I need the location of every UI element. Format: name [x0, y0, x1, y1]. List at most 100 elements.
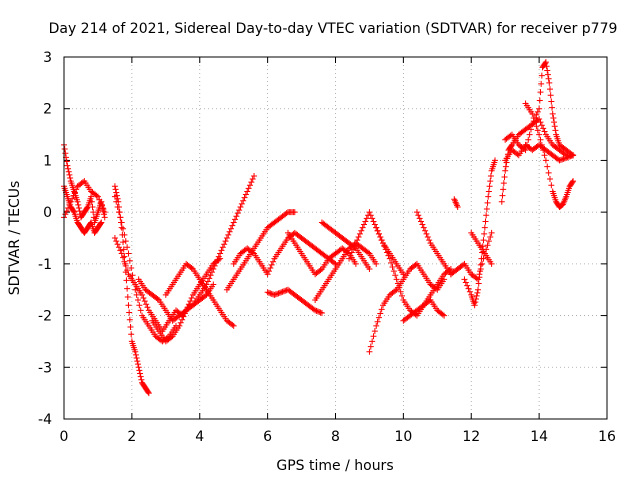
- data-point: [420, 224, 427, 231]
- data-point: [380, 240, 387, 247]
- data-point: [534, 108, 541, 115]
- data-point: [135, 364, 142, 371]
- data-point: [352, 260, 359, 267]
- data-point: [314, 308, 321, 315]
- data-point: [126, 316, 133, 323]
- data-point: [564, 154, 571, 161]
- data-point: [544, 163, 551, 170]
- data-point: [487, 233, 494, 240]
- data-point: [125, 250, 132, 257]
- data-point: [97, 220, 104, 227]
- data-point: [533, 111, 540, 118]
- data-point: [249, 249, 256, 256]
- x-tick-label: 12: [462, 429, 480, 445]
- data-point: [139, 291, 146, 298]
- data-point: [66, 201, 73, 208]
- x-tick-label: 14: [530, 429, 548, 445]
- data-point: [69, 195, 76, 202]
- data-point: [350, 246, 357, 253]
- data-point: [400, 271, 407, 278]
- data-point: [426, 298, 433, 305]
- data-point: [423, 230, 430, 237]
- data-point: [532, 119, 539, 126]
- data-point: [412, 261, 419, 268]
- data-point: [476, 274, 483, 281]
- grid-lines: [64, 57, 607, 419]
- data-point: [441, 276, 448, 283]
- data-point: [207, 272, 214, 279]
- data-point: [88, 193, 95, 200]
- data-point: [280, 288, 287, 295]
- data-point: [546, 86, 553, 93]
- data-point: [203, 281, 210, 288]
- data-point: [144, 304, 151, 311]
- data-point: [546, 176, 553, 183]
- data-point: [128, 331, 135, 338]
- data-point: [570, 178, 577, 185]
- data-point: [96, 196, 103, 203]
- y-tick-label: -4: [38, 412, 52, 428]
- data-point: [541, 152, 548, 159]
- data-point: [362, 218, 369, 225]
- data-point: [125, 302, 132, 309]
- data-point: [557, 156, 564, 163]
- data-point: [537, 89, 544, 96]
- data-point: [229, 321, 236, 328]
- data-point: [538, 80, 545, 87]
- data-point: [465, 285, 472, 292]
- data-point: [363, 215, 370, 222]
- data-point: [246, 182, 253, 189]
- data-point: [560, 155, 567, 162]
- data-point: [184, 304, 191, 311]
- data-point: [279, 288, 286, 295]
- data-point: [265, 289, 272, 296]
- series-sat-c: [61, 178, 108, 221]
- data-point: [127, 323, 134, 330]
- data-point: [485, 238, 492, 245]
- data-point: [373, 224, 380, 231]
- data-point: [460, 261, 467, 268]
- data-point: [120, 239, 127, 246]
- data-point: [547, 92, 554, 99]
- data-point: [478, 255, 485, 262]
- data-point: [529, 110, 536, 117]
- data-point: [87, 220, 94, 227]
- data-point: [312, 307, 319, 314]
- data-point: [112, 186, 119, 193]
- series-sat-v: [447, 229, 495, 283]
- data-point: [145, 389, 152, 396]
- data-point: [283, 210, 290, 217]
- data-point: [390, 268, 397, 275]
- data-point: [537, 136, 544, 143]
- data-point: [472, 299, 479, 306]
- data-point: [313, 307, 320, 314]
- data-point: [271, 291, 278, 298]
- data-point: [545, 75, 552, 82]
- data-point: [264, 271, 271, 278]
- data-point: [486, 183, 493, 190]
- series-sat-o: [284, 229, 359, 278]
- data-point: [278, 289, 285, 296]
- data-point: [179, 316, 186, 323]
- data-point: [140, 294, 147, 301]
- data-point: [133, 354, 140, 361]
- data-point: [134, 361, 141, 368]
- data-point: [63, 208, 70, 215]
- data-point: [567, 153, 574, 160]
- data-point: [397, 288, 404, 295]
- data-point: [471, 302, 478, 309]
- x-tick-label: 2: [127, 429, 136, 445]
- data-point: [66, 171, 73, 178]
- data-point: [84, 205, 91, 212]
- plot-frame: [63, 56, 608, 420]
- series-sat-q: [346, 209, 407, 278]
- data-point: [366, 348, 373, 355]
- data-point: [413, 209, 420, 216]
- data-point: [118, 219, 125, 226]
- data-point: [385, 252, 392, 259]
- data-point: [272, 291, 279, 298]
- data-point: [389, 263, 396, 270]
- data-point: [499, 192, 506, 199]
- data-point: [136, 367, 143, 374]
- data-point: [378, 237, 385, 244]
